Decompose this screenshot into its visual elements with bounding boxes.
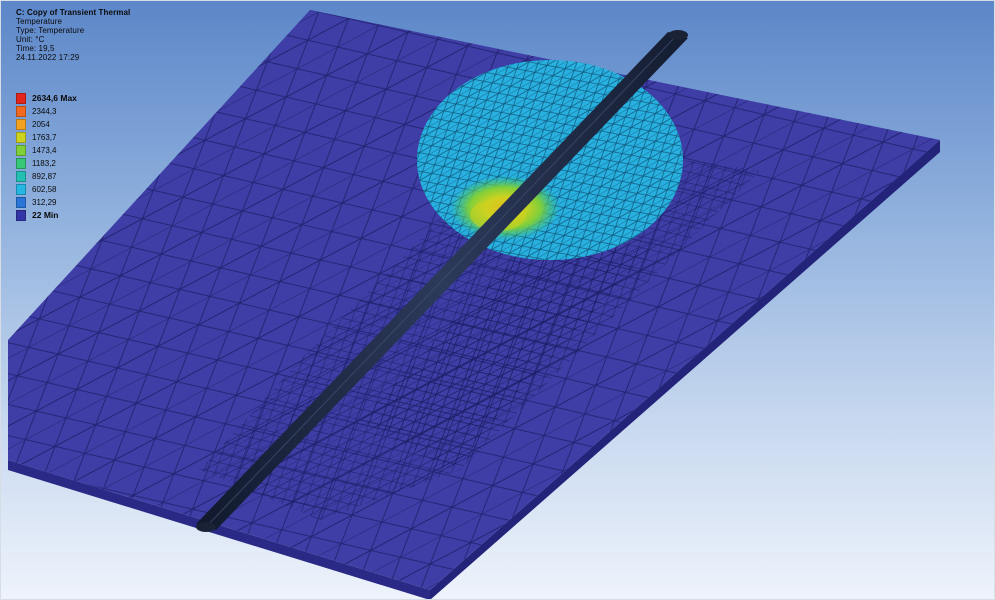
legend-row: 22 Min	[16, 209, 77, 222]
plate-edge-front	[8, 460, 430, 600]
legend-swatch	[16, 184, 26, 195]
legend-swatch	[16, 158, 26, 169]
legend-swatch	[16, 119, 26, 130]
legend-label: 1473,4	[32, 146, 57, 155]
plate-edge	[430, 140, 940, 600]
legend-swatch	[16, 132, 26, 143]
legend-row: 2344,3	[16, 105, 77, 118]
legend-swatch	[16, 93, 26, 104]
legend-label: 2054	[32, 120, 50, 129]
legend-label: 1763,7	[32, 133, 57, 142]
legend-row: 1473,4	[16, 144, 77, 157]
legend-label: 892,87	[32, 172, 57, 181]
legend-swatch	[16, 171, 26, 182]
legend-row: 1763,7	[16, 131, 77, 144]
result-time: Time: 19,5	[16, 44, 55, 53]
color-legend[interactable]: 2634,6 Max 2344,3 2054 1763,7 1473,4 1183,2 89…	[16, 92, 77, 222]
legend-row: 1183,2	[16, 157, 77, 170]
result-info-panel: C: Copy of Transient Thermal Temperature…	[16, 8, 130, 62]
result-unit: Unit: °C	[16, 35, 45, 44]
weld-bead	[196, 30, 688, 532]
legend-label: 2634,6 Max	[32, 93, 77, 103]
result-date: 24.11.2022 17:29	[16, 53, 80, 62]
legend-swatch	[16, 106, 26, 117]
legend-label: 312,29	[32, 198, 57, 207]
legend-row: 312,29	[16, 196, 77, 209]
legend-row: 2634,6 Max	[16, 92, 77, 105]
result-type: Type: Temperature	[16, 26, 85, 35]
legend-swatch	[16, 210, 26, 221]
legend-swatch	[16, 197, 26, 208]
legend-swatch	[16, 145, 26, 156]
legend-label: 602,58	[32, 185, 57, 194]
legend-row: 602,58	[16, 183, 77, 196]
legend-label: 22 Min	[32, 210, 59, 220]
legend-label: 2344,3	[32, 107, 57, 116]
legend-row: 892,87	[16, 170, 77, 183]
result-name: Temperature	[16, 17, 63, 26]
analysis-title: C: Copy of Transient Thermal	[16, 8, 131, 17]
legend-row: 2054	[16, 118, 77, 131]
legend-label: 1183,2	[32, 159, 56, 168]
